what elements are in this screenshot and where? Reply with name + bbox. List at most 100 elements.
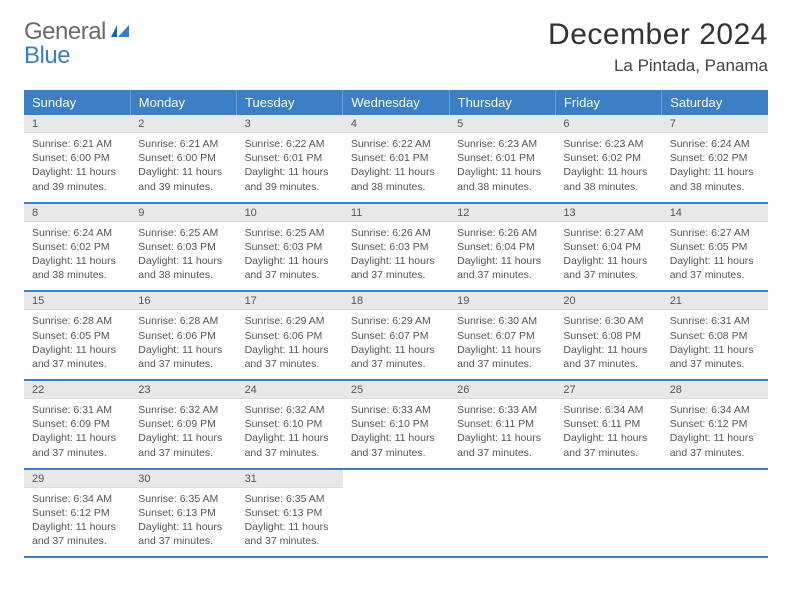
calendar-row: 1Sunrise: 6:21 AMSunset: 6:00 PMDaylight…: [24, 115, 768, 203]
day-body: Sunrise: 6:29 AMSunset: 6:07 PMDaylight:…: [343, 310, 449, 379]
day-body: Sunrise: 6:26 AMSunset: 6:03 PMDaylight:…: [343, 222, 449, 291]
sunset-line: Sunset: 6:11 PM: [563, 417, 653, 431]
day-number: 29: [24, 470, 130, 488]
daylight-line: Daylight: 11 hours and 37 minutes.: [138, 520, 228, 548]
calendar-row: 15Sunrise: 6:28 AMSunset: 6:05 PMDayligh…: [24, 291, 768, 380]
dayheader-sat: Saturday: [662, 90, 768, 115]
daylight-line: Daylight: 11 hours and 37 minutes.: [670, 431, 760, 459]
day-number: 22: [24, 381, 130, 399]
sunset-line: Sunset: 6:09 PM: [32, 417, 122, 431]
sunset-line: Sunset: 6:05 PM: [32, 329, 122, 343]
daylight-line: Daylight: 11 hours and 37 minutes.: [138, 431, 228, 459]
dayheader-fri: Friday: [555, 90, 661, 115]
daylight-line: Daylight: 11 hours and 37 minutes.: [351, 343, 441, 371]
calendar-cell: 28Sunrise: 6:34 AMSunset: 6:12 PMDayligh…: [662, 380, 768, 469]
sunset-line: Sunset: 6:01 PM: [457, 151, 547, 165]
sunrise-line: Sunrise: 6:31 AM: [32, 403, 122, 417]
day-body: Sunrise: 6:28 AMSunset: 6:05 PMDaylight:…: [24, 310, 130, 379]
calendar-table: Sunday Monday Tuesday Wednesday Thursday…: [24, 90, 768, 558]
sunrise-line: Sunrise: 6:27 AM: [670, 226, 760, 240]
calendar-row: 29Sunrise: 6:34 AMSunset: 6:12 PMDayligh…: [24, 469, 768, 558]
sunset-line: Sunset: 6:09 PM: [138, 417, 228, 431]
day-number: 19: [449, 292, 555, 310]
day-number: 23: [130, 381, 236, 399]
sunset-line: Sunset: 6:12 PM: [670, 417, 760, 431]
calendar-cell: [662, 469, 768, 558]
calendar-cell: 8Sunrise: 6:24 AMSunset: 6:02 PMDaylight…: [24, 203, 130, 292]
daylight-line: Daylight: 11 hours and 37 minutes.: [457, 254, 547, 282]
sunset-line: Sunset: 6:12 PM: [32, 506, 122, 520]
day-number: 28: [662, 381, 768, 399]
day-number: 30: [130, 470, 236, 488]
sunset-line: Sunset: 6:08 PM: [670, 329, 760, 343]
daylight-line: Daylight: 11 hours and 37 minutes.: [245, 520, 335, 548]
sunrise-line: Sunrise: 6:24 AM: [670, 137, 760, 151]
calendar-cell: 7Sunrise: 6:24 AMSunset: 6:02 PMDaylight…: [662, 115, 768, 203]
sunset-line: Sunset: 6:05 PM: [670, 240, 760, 254]
daylight-line: Daylight: 11 hours and 37 minutes.: [457, 343, 547, 371]
calendar-cell: 13Sunrise: 6:27 AMSunset: 6:04 PMDayligh…: [555, 203, 661, 292]
day-number: 15: [24, 292, 130, 310]
calendar-cell: 23Sunrise: 6:32 AMSunset: 6:09 PMDayligh…: [130, 380, 236, 469]
brand-part2: Blue: [24, 42, 70, 69]
dayheader-thu: Thursday: [449, 90, 555, 115]
daylight-line: Daylight: 11 hours and 37 minutes.: [32, 520, 122, 548]
day-number: 1: [24, 115, 130, 133]
sunset-line: Sunset: 6:13 PM: [138, 506, 228, 520]
sunset-line: Sunset: 6:04 PM: [563, 240, 653, 254]
dayheader-mon: Monday: [130, 90, 236, 115]
sunset-line: Sunset: 6:02 PM: [670, 151, 760, 165]
calendar-cell: 30Sunrise: 6:35 AMSunset: 6:13 PMDayligh…: [130, 469, 236, 558]
daylight-line: Daylight: 11 hours and 38 minutes.: [563, 165, 653, 193]
day-body: Sunrise: 6:22 AMSunset: 6:01 PMDaylight:…: [237, 133, 343, 202]
sunset-line: Sunset: 6:10 PM: [245, 417, 335, 431]
sunset-line: Sunset: 6:10 PM: [351, 417, 441, 431]
daylight-line: Daylight: 11 hours and 37 minutes.: [563, 431, 653, 459]
sunrise-line: Sunrise: 6:21 AM: [138, 137, 228, 151]
day-number: 3: [237, 115, 343, 133]
calendar-cell: 1Sunrise: 6:21 AMSunset: 6:00 PMDaylight…: [24, 115, 130, 203]
calendar-cell: 11Sunrise: 6:26 AMSunset: 6:03 PMDayligh…: [343, 203, 449, 292]
day-number: 24: [237, 381, 343, 399]
daylight-line: Daylight: 11 hours and 37 minutes.: [563, 343, 653, 371]
sunset-line: Sunset: 6:02 PM: [32, 240, 122, 254]
calendar-cell: 19Sunrise: 6:30 AMSunset: 6:07 PMDayligh…: [449, 291, 555, 380]
sunset-line: Sunset: 6:11 PM: [457, 417, 547, 431]
day-number: 4: [343, 115, 449, 133]
calendar-cell: 24Sunrise: 6:32 AMSunset: 6:10 PMDayligh…: [237, 380, 343, 469]
sunrise-line: Sunrise: 6:34 AM: [563, 403, 653, 417]
daylight-line: Daylight: 11 hours and 38 minutes.: [457, 165, 547, 193]
day-body: Sunrise: 6:22 AMSunset: 6:01 PMDaylight:…: [343, 133, 449, 202]
title-block: December 2024 La Pintada, Panama: [548, 18, 768, 76]
sunrise-line: Sunrise: 6:31 AM: [670, 314, 760, 328]
calendar-cell: 12Sunrise: 6:26 AMSunset: 6:04 PMDayligh…: [449, 203, 555, 292]
day-number: 17: [237, 292, 343, 310]
calendar-cell: 6Sunrise: 6:23 AMSunset: 6:02 PMDaylight…: [555, 115, 661, 203]
sunset-line: Sunset: 6:00 PM: [32, 151, 122, 165]
daylight-line: Daylight: 11 hours and 39 minutes.: [138, 165, 228, 193]
sunset-line: Sunset: 6:02 PM: [563, 151, 653, 165]
day-body: Sunrise: 6:31 AMSunset: 6:08 PMDaylight:…: [662, 310, 768, 379]
sunset-line: Sunset: 6:03 PM: [138, 240, 228, 254]
daylight-line: Daylight: 11 hours and 39 minutes.: [32, 165, 122, 193]
sunrise-line: Sunrise: 6:26 AM: [351, 226, 441, 240]
page-header: General December 2024 La Pintada, Panama: [24, 18, 768, 76]
sunset-line: Sunset: 6:07 PM: [351, 329, 441, 343]
day-header-row: Sunday Monday Tuesday Wednesday Thursday…: [24, 90, 768, 115]
day-body: Sunrise: 6:34 AMSunset: 6:12 PMDaylight:…: [662, 399, 768, 468]
calendar-cell: 16Sunrise: 6:28 AMSunset: 6:06 PMDayligh…: [130, 291, 236, 380]
daylight-line: Daylight: 11 hours and 38 minutes.: [670, 165, 760, 193]
sunset-line: Sunset: 6:03 PM: [351, 240, 441, 254]
day-body: Sunrise: 6:29 AMSunset: 6:06 PMDaylight:…: [237, 310, 343, 379]
day-body: Sunrise: 6:32 AMSunset: 6:10 PMDaylight:…: [237, 399, 343, 468]
daylight-line: Daylight: 11 hours and 38 minutes.: [32, 254, 122, 282]
sunset-line: Sunset: 6:08 PM: [563, 329, 653, 343]
day-number: 8: [24, 204, 130, 222]
calendar-cell: [343, 469, 449, 558]
day-body: Sunrise: 6:23 AMSunset: 6:02 PMDaylight:…: [555, 133, 661, 202]
day-body: Sunrise: 6:28 AMSunset: 6:06 PMDaylight:…: [130, 310, 236, 379]
sunrise-line: Sunrise: 6:30 AM: [563, 314, 653, 328]
sunrise-line: Sunrise: 6:33 AM: [351, 403, 441, 417]
sunset-line: Sunset: 6:03 PM: [245, 240, 335, 254]
dayheader-tue: Tuesday: [237, 90, 343, 115]
